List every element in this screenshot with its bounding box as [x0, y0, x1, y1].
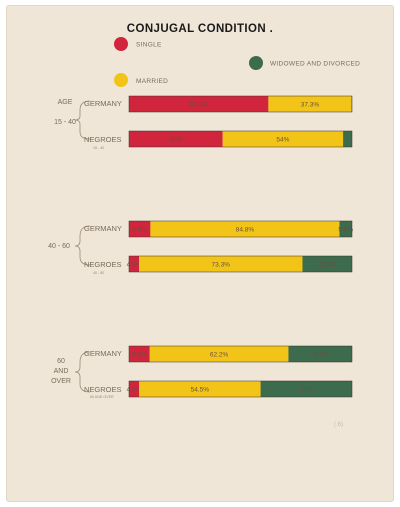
legend-widowed-swatch [249, 56, 263, 70]
bar-segment-single [129, 96, 269, 112]
bar-outline [128, 380, 353, 398]
bar-segment-widowed [260, 381, 352, 397]
age-label-line-2: 15 - 40 [54, 119, 76, 126]
group-brace [74, 225, 91, 266]
row-sublabel-negroes: 40 - 60 [93, 271, 104, 275]
row-sublabel-negroes: 60 AND OVER [90, 395, 114, 399]
row-label-germany: GERMANY [84, 99, 122, 108]
legend-married-label: MARRIED [136, 78, 168, 85]
row-sublabel-negroes: 15 - 40 [93, 146, 104, 150]
age-label-line-2: AND [54, 368, 69, 375]
legend: SINGLE MARRIED WIDOWED AND DIVORCED [114, 37, 360, 87]
bar-value-label-married: 84.8% [236, 226, 255, 233]
row-label-negroes: NEGROES [84, 260, 122, 269]
bar-value-label-single: 9.3% [132, 351, 147, 358]
bar-segment-married [149, 346, 289, 362]
bar-value-label-married: 54.5% [191, 386, 210, 393]
bar-segment-single [129, 346, 150, 362]
bar-segment-single [129, 221, 151, 237]
bar-value-label-married: 62.2% [210, 351, 229, 358]
group-age-40-60: 40 - 60 GERMANY NEGROES 40 - 60 [48, 224, 122, 275]
legend-married-swatch [114, 73, 128, 87]
bar-segment-single [129, 256, 140, 272]
corner-mark: (.6) [334, 422, 343, 428]
legend-single-label: SINGLE [136, 42, 162, 49]
group-age-15-40: AGE 15 - 40 GERMANY NEGROES 15 - 40 [54, 99, 122, 150]
bar-outline [128, 130, 353, 148]
bar-segment-widowed [339, 221, 352, 237]
row-label-negroes: NEGROES [84, 135, 122, 144]
group-brace [74, 100, 91, 140]
bar-value-label-single: 4.5% [127, 261, 142, 268]
bar-segment-widowed [343, 131, 352, 147]
legend-widowed-label: WIDOWED AND DIVORCED [270, 61, 360, 68]
bar-segment-widowed [302, 256, 352, 272]
bar-segment-single [129, 131, 223, 147]
bar-outline [128, 95, 353, 113]
bar-value-label-married: 37.3% [301, 101, 320, 108]
age-label-line-1: 60 [57, 358, 65, 365]
age-label-line-1: 40 - 60 [48, 243, 70, 250]
bar-value-label-widowed: 28.5% [311, 351, 330, 358]
bar-value-label-single: 4.5% [127, 386, 142, 393]
bar-segment-widowed [288, 346, 352, 362]
row-label-germany: GERMANY [84, 349, 122, 358]
row-label-germany: GERMANY [84, 224, 122, 233]
bar-value-label-single: 9.6% [132, 226, 147, 233]
bar-segment-married [150, 221, 340, 237]
bar-segment-married [268, 96, 352, 112]
chart-plate [6, 5, 394, 502]
bar-value-label-married: 73.3% [212, 261, 231, 268]
bar-value-label-widowed: 41% [300, 386, 313, 393]
bar-value-label-single: 62.5% [189, 101, 208, 108]
chart-title: CONJUGAL CONDITION . [127, 23, 273, 35]
bar-segment-married [139, 381, 261, 397]
bars: 62.5% 37.3% 42% 54% 9.6% 84.8% 5.6% 4.5% 73.3% 22… [127, 95, 353, 398]
bar-segment-single [129, 381, 140, 397]
bar-value-label-widowed: 5.6% [338, 226, 353, 233]
bar-segment-married [139, 256, 303, 272]
bar-outline [128, 345, 353, 363]
bar-segment-married [222, 131, 344, 147]
group-age-60-over: 60 AND OVER GERMANY NEGROES 60 AND OVER [51, 349, 122, 399]
age-label-line-1: AGE [58, 99, 73, 106]
bar-value-label-married: 54% [276, 136, 289, 143]
bar-value-label-single: 42% [169, 136, 182, 143]
bar-value-label-widowed: 22.2% [318, 261, 337, 268]
bar-outline [128, 220, 353, 238]
bar-outline [128, 255, 353, 273]
group-brace [74, 351, 91, 393]
row-label-negroes: NEGROES [84, 385, 122, 394]
age-label-line-3: OVER [51, 378, 71, 385]
legend-single-swatch [114, 37, 128, 51]
